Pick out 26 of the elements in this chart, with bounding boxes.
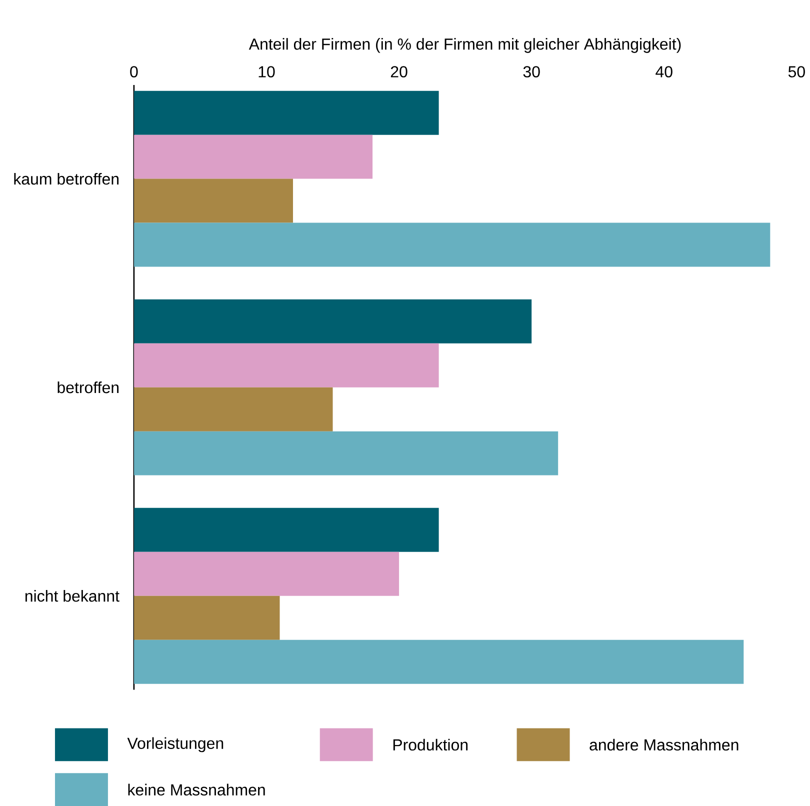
bar — [134, 508, 439, 552]
x-tick-label: 0 — [130, 66, 138, 78]
x-tick-label: 50 — [788, 66, 805, 78]
legend-label: Produktion — [393, 738, 468, 750]
bar — [134, 596, 280, 640]
y-tick-label: betroffen — [58, 381, 119, 394]
x-tick-label: 10 — [258, 66, 275, 78]
x-tick-label: 30 — [523, 66, 540, 78]
x-tick-label: 20 — [390, 66, 408, 78]
legend-label: andere Massnahmen — [590, 738, 738, 750]
y-tick-label: nicht bekannt — [25, 590, 120, 602]
x-axis-title: Anteil der Firmen (in % der Firmen mit gleicher Abhängigkeit) — [248, 38, 681, 53]
bar — [134, 552, 400, 596]
bar — [134, 431, 558, 476]
bar — [134, 343, 439, 388]
bar — [134, 178, 293, 223]
y-tick-label: kaum betroffen — [14, 172, 119, 185]
bar — [134, 640, 744, 684]
bar — [134, 387, 333, 432]
bar — [134, 134, 373, 179]
bar — [134, 90, 439, 135]
bar — [134, 299, 532, 344]
legend-label: Vorleistungen — [127, 737, 224, 752]
x-tick-label: 40 — [656, 66, 672, 78]
bar — [134, 222, 770, 267]
legend-label: keine Massnahmen — [128, 784, 265, 796]
